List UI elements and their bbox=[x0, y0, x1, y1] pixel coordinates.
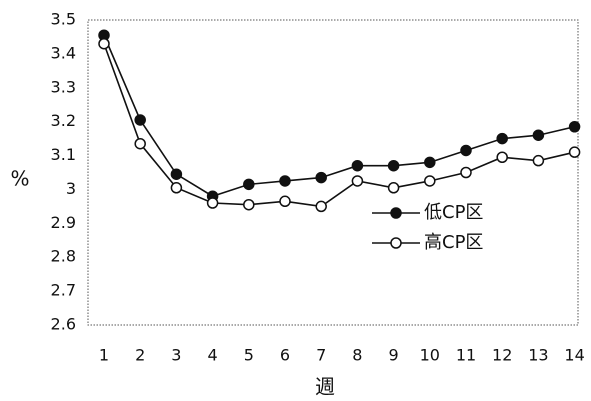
x-tick-label: 6 bbox=[280, 346, 290, 365]
x-tick-label: 10 bbox=[420, 346, 440, 365]
x-tick-label: 7 bbox=[316, 346, 326, 365]
series-1-point bbox=[351, 159, 364, 172]
series-2-point bbox=[496, 151, 508, 163]
x-tick-label: 9 bbox=[389, 346, 399, 365]
legend-label: 低CP区 bbox=[424, 202, 483, 223]
legend-marker bbox=[390, 237, 402, 249]
series-line-1 bbox=[103, 34, 575, 198]
y-tick-label: 3.4 bbox=[51, 43, 76, 62]
series-1-point bbox=[460, 144, 472, 157]
y-tick-label: 2.7 bbox=[51, 281, 76, 300]
x-tick-label: 11 bbox=[456, 346, 476, 365]
x-tick-label: 8 bbox=[352, 346, 362, 365]
series-1-point bbox=[134, 114, 146, 126]
series-2-point bbox=[532, 154, 545, 167]
series-2-point bbox=[170, 182, 183, 194]
series-2-point bbox=[98, 37, 110, 50]
x-tick-label: 4 bbox=[208, 346, 218, 365]
series-2-point bbox=[460, 166, 472, 179]
series-1-point bbox=[532, 129, 545, 141]
y-tick-label: 3.1 bbox=[51, 145, 76, 164]
x-tick-label: 3 bbox=[171, 346, 181, 365]
x-tick-label: 1 bbox=[99, 346, 109, 365]
y-tick-label: 3.5 bbox=[51, 10, 76, 29]
series-1-point bbox=[568, 121, 581, 133]
series-2-point bbox=[568, 146, 581, 158]
series-2-point bbox=[315, 200, 327, 213]
legend-marker bbox=[390, 207, 402, 219]
series-2-point bbox=[134, 137, 146, 150]
x-tick-label: 2 bbox=[135, 346, 145, 365]
y-tick-label: 2.6 bbox=[51, 315, 76, 334]
series-1-point bbox=[496, 132, 508, 145]
series-2-point bbox=[243, 198, 255, 211]
series-1-point bbox=[243, 178, 255, 191]
series-1-point bbox=[170, 168, 183, 180]
series-line-2 bbox=[103, 43, 575, 208]
plot-area-frame bbox=[87, 19, 579, 326]
x-tick-label: 14 bbox=[564, 346, 584, 365]
x-tick-label: 13 bbox=[528, 346, 548, 365]
x-tick-label: 5 bbox=[244, 346, 254, 365]
series-1-point bbox=[387, 159, 400, 172]
y-axis-ticks: 2.6 2.7 2.8 2.9 3 3.1 3.2 3.3 3.4 3.5 bbox=[51, 10, 76, 334]
series-2-point bbox=[279, 195, 291, 208]
series-2-point bbox=[387, 182, 400, 194]
series-1-point bbox=[424, 156, 436, 169]
x-tick-label: 12 bbox=[492, 346, 512, 365]
series-2-point bbox=[351, 175, 364, 187]
legend-label: 高CP区 bbox=[424, 232, 483, 253]
series-2-point bbox=[424, 175, 436, 187]
x-axis-title: 週 bbox=[315, 375, 335, 399]
y-tick-label: 2.9 bbox=[51, 213, 76, 232]
y-tick-label: 2.8 bbox=[51, 247, 76, 266]
y-tick-label: 3.2 bbox=[51, 111, 76, 130]
x-axis-ticks: 1 2 3 4 5 6 7 8 9 10 11 12 13 14 bbox=[99, 346, 585, 365]
series-layer bbox=[98, 29, 581, 213]
y-axis-title: % bbox=[10, 167, 29, 191]
y-tick-label: 3.3 bbox=[51, 77, 76, 96]
y-tick-label: 3 bbox=[66, 179, 76, 198]
series-1-point bbox=[279, 175, 291, 187]
series-2-point bbox=[206, 197, 219, 209]
series-1-point bbox=[315, 171, 327, 184]
